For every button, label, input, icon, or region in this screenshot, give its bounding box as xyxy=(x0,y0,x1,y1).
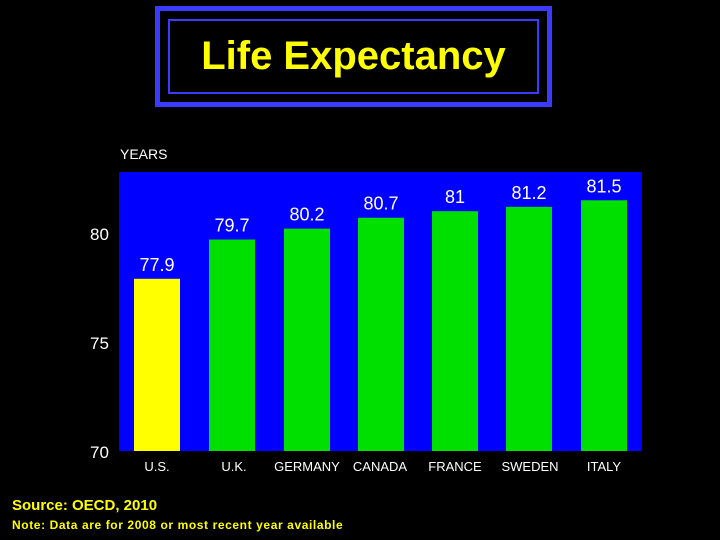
category-label: GERMANY xyxy=(274,459,340,474)
value-label: 79.7 xyxy=(214,216,249,236)
value-label: 81.2 xyxy=(511,183,546,203)
bars xyxy=(134,200,627,451)
value-label: 80.2 xyxy=(289,205,324,225)
category-label: U.K. xyxy=(221,459,246,474)
value-label: 80.7 xyxy=(363,194,398,214)
bar-france xyxy=(432,211,478,451)
labels: 77.9 U.S. 79.7 U.K. 80.2 GERMANY 80.7 CANADA 81 F… xyxy=(90,176,622,474)
bar-canada xyxy=(358,217,404,451)
bar-germany xyxy=(284,228,330,451)
value-label: 81.5 xyxy=(586,176,621,196)
y-tick-label: 80 xyxy=(90,225,109,244)
title-inner-border: Life Expectancy xyxy=(168,19,539,94)
bar-uk xyxy=(209,239,255,451)
value-label: 77.9 xyxy=(139,255,174,275)
y-axis-label: YEARS xyxy=(120,146,167,162)
bar-sweden xyxy=(506,206,552,451)
y-tick-label: 75 xyxy=(90,334,109,353)
category-label: U.S. xyxy=(144,459,169,474)
chart-title: Life Expectancy xyxy=(201,34,506,78)
y-tick-label: 70 xyxy=(90,443,109,462)
category-label: ITALY xyxy=(587,459,622,474)
category-label: SWEDEN xyxy=(501,459,558,474)
bar-us xyxy=(134,278,180,451)
bar-italy xyxy=(581,200,627,451)
category-label: FRANCE xyxy=(428,459,482,474)
category-label: CANADA xyxy=(353,459,408,474)
title-box: Life Expectancy xyxy=(155,6,552,107)
value-label: 81 xyxy=(445,187,465,207)
note-text: Note: Data are for 2008 or most recent y… xyxy=(12,518,344,532)
source-text: Source: OECD, 2010 xyxy=(12,497,158,514)
